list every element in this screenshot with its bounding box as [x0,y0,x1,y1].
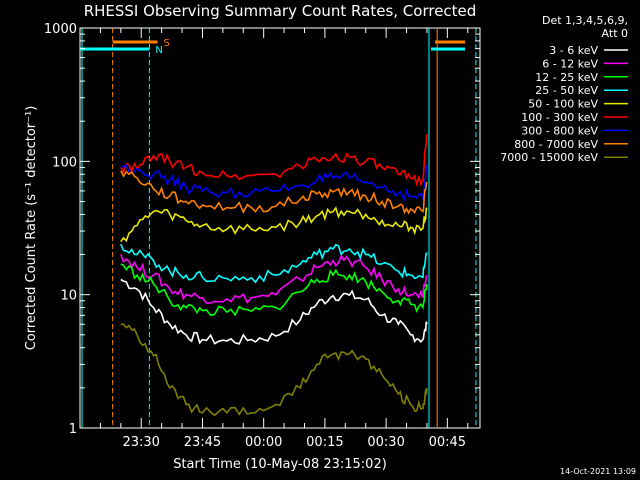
chart-title: RHESSI Observing Summary Count Rates, Co… [84,2,477,20]
y-axis-label: Corrected Count Rate (s⁻¹ detector⁻¹) [24,106,39,351]
series-lines [120,134,428,417]
legend-header-line1: Det 1,3,4,5,6,9, [542,14,628,27]
legend-label: 800 - 7000 keV [514,138,598,151]
y-tick-label: 100 [52,155,77,170]
x-tick-label: 00:00 [245,435,282,450]
series-line [120,243,428,284]
series-line [120,278,428,345]
legend-label: 100 - 300 keV [521,111,598,124]
legend-label: 50 - 100 keV [528,98,598,111]
legend-label: 3 - 6 keV [549,44,598,57]
flag-vertical-lines [81,28,477,428]
x-tick-label: 00:30 [367,435,404,450]
y-tick-label: 10 [60,289,77,304]
legend-label: 12 - 25 keV [535,71,598,84]
flag-label: N [155,45,162,56]
flag-bars: SN [80,38,465,56]
plot-frame [79,27,481,429]
series-line [120,263,428,317]
x-tick-label: 00:45 [429,435,466,450]
series-line [120,323,428,417]
x-tick-label: 00:15 [306,435,343,450]
legend-label: 7000 - 15000 keV [500,151,598,164]
x-tick-label: 23:45 [184,435,221,450]
x-axis-label: Start Time (10-May-08 23:15:02) [173,457,387,472]
x-axis-ticks: 23:30 23:45 00:00 00:15 00:30 00:45 [99,28,469,450]
timestamp: 14-Oct-2021 13:09 [560,467,636,476]
legend-label: 6 - 12 keV [542,57,598,70]
series-line [120,206,428,243]
x-tick-label: 23:30 [122,435,159,450]
y-tick-label: 1000 [44,22,77,37]
y-axis-ticks: 1 10 100 1000 [44,22,480,437]
series-line [120,170,428,215]
legend-label: 300 - 800 keV [521,124,598,137]
series-line [120,163,428,202]
legend-label: 25 - 50 keV [535,84,598,97]
y-tick-label: 1 [69,422,77,437]
flag-label: S [164,38,170,49]
series-line [120,254,428,304]
series-line [120,134,428,187]
legend-header-line2: Att 0 [602,27,628,40]
